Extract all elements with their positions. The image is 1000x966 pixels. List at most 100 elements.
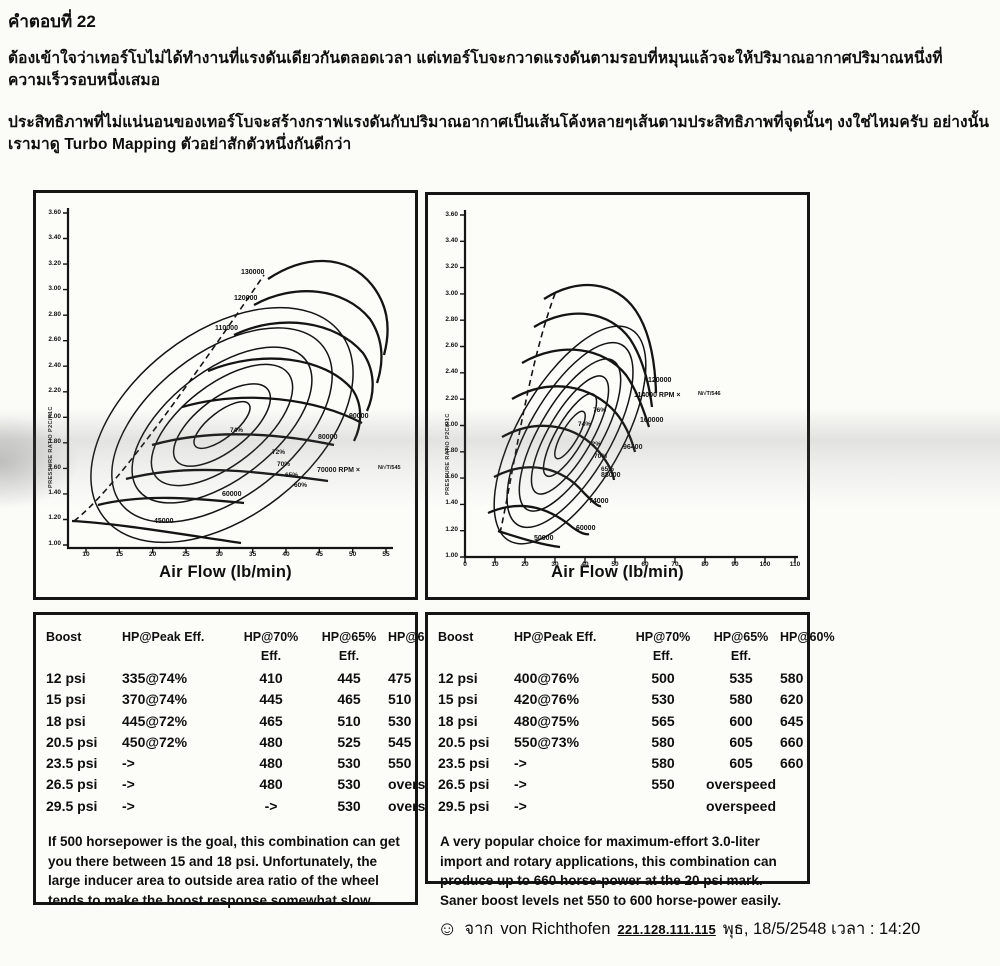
table-cell: 18 psi [46, 712, 86, 729]
tick-label: 3.00 [445, 289, 458, 297]
tick-label: 2.20 [48, 387, 61, 395]
table-note: If 500 horsepower is the goal, this comb… [48, 833, 400, 908]
tick-label: 1.20 [445, 525, 458, 533]
table-row: 15 psi 420@76% 530 580 620 [438, 689, 803, 710]
table-cell: 605 [729, 755, 753, 772]
table-cell: 26.5 psi [46, 776, 98, 793]
efficiency-label: 65% [601, 466, 615, 473]
y-axis-tick-labels: 3.60 3.40 3.20 3.00 2.80 2.60 2.40 2.20 2.00 1.80… [40, 209, 61, 547]
table-cell: 580 [651, 733, 675, 750]
y-axis-title: PRESSURE RATIO P2C/P1C [445, 413, 451, 495]
table-row: 12 psi 400@76% 500 535 580 [438, 668, 803, 689]
tick-label: 2.40 [48, 361, 61, 369]
speed-label: 60000 [222, 491, 242, 498]
footer-datetime: พุธ, 18/5/2548 เวลา : 14:20 [722, 920, 921, 938]
table-cell: 580 [780, 670, 804, 686]
table-cell: 550 [388, 755, 412, 772]
efficiency-label: 60% [294, 482, 308, 489]
table-row: 26.5 psi -> 550 overspeed [438, 774, 799, 795]
table-cell: 530 [651, 691, 675, 708]
tick-label: 30 [551, 561, 559, 568]
table-cell: -> [122, 797, 135, 814]
tick-label: 60 [641, 561, 649, 568]
footer-from-label: จาก [464, 920, 494, 938]
table-row: 15 psi 370@74% 445 465 510 [46, 689, 411, 710]
table-row: 26.5 psi -> 480 530 overspeed [46, 774, 458, 795]
table-cell: 660 [780, 733, 804, 750]
table-cell: 550 [651, 776, 675, 793]
tick-label: 1.00 [445, 551, 458, 559]
table-cell: 530 [337, 797, 361, 814]
tick-label: 30 [215, 551, 223, 558]
tick-label: 10 [491, 561, 499, 568]
column-header: HP@65% Eff. [713, 630, 769, 663]
speed-label: 45000 [154, 518, 174, 525]
table-cell: 465 [337, 691, 361, 708]
tick-label: 45 [315, 551, 323, 558]
speed-lines [71, 259, 389, 545]
tick-label: 3.00 [48, 285, 61, 293]
efficiency-label: 65% [285, 472, 299, 479]
x-axis-tick-labels: 10 15 20 25 30 35 40 45 50 55 [78, 551, 394, 558]
tick-label: 2.60 [48, 336, 61, 344]
speed-formula-label: N/√T/545 [378, 465, 401, 471]
table-cell [780, 796, 799, 817]
tick-label: 40 [581, 561, 589, 568]
table-cell: 335@74% [122, 670, 188, 686]
tick-label: 1.80 [445, 446, 458, 454]
table-cell: 20.5 psi [438, 733, 490, 750]
tick-label: 1.60 [48, 463, 61, 471]
table-cell: 510 [337, 712, 361, 729]
tick-label: 1.40 [445, 499, 458, 507]
speed-label: 120000 [648, 377, 672, 384]
speed-label: 110000 [215, 325, 238, 332]
efficiency-label: 72% [272, 449, 286, 456]
tick-label: 25 [182, 551, 190, 558]
tick-label: 1.80 [48, 438, 61, 446]
column-header: HP@Peak Eff. [122, 630, 205, 644]
table-cell: 530 [337, 755, 361, 772]
compressor-map-right: 3.60 3.40 3.20 3.00 2.80 2.60 2.40 2.20 2.00 1.80… [425, 192, 810, 600]
compressor-map-right-plot [460, 210, 798, 563]
table-cell: 660 [780, 755, 804, 772]
tick-label: 2.40 [445, 368, 458, 376]
speed-label: 90000 [349, 413, 369, 420]
table-cell: -> [122, 755, 135, 772]
smiley-icon: ☺ [437, 918, 458, 940]
tick-label: 20 [149, 551, 157, 558]
tick-label: 90 [731, 561, 739, 568]
y-axis-title: PRESSURE RATIO P2C/P1C [48, 406, 54, 488]
column-header: HP@70% Eff. [243, 630, 299, 663]
table-cell: 480 [259, 755, 283, 772]
column-header: Boost [46, 630, 82, 644]
tick-label: 20 [521, 561, 529, 568]
table-cell: 445 [259, 691, 283, 708]
table-cell: 445@72% [122, 712, 188, 729]
table-cell: -> [514, 797, 527, 814]
speed-formula-label: N/√T/546 [698, 391, 721, 397]
speed-label: 100000 [640, 417, 664, 424]
tick-label: 1.60 [445, 473, 458, 481]
table-cell: 480 [259, 776, 283, 793]
table-cell: overspeed [705, 797, 777, 814]
table-row: 12 psi 335@74% 410 445 475 [46, 668, 411, 689]
x-axis-title: Air Flow (lb/min) [159, 563, 292, 581]
table-cell: 23.5 psi [46, 755, 98, 772]
tick-label: 35 [249, 551, 257, 558]
table-header-row: Boost HP@Peak Eff. HP@70% Eff. HP@65% Eff. H… [438, 628, 835, 666]
table-cell: 500 [651, 670, 675, 686]
tick-label: 50 [349, 551, 357, 558]
tick-label: 3.40 [445, 237, 458, 245]
table-cell: 550@73% [514, 733, 580, 750]
tick-label: 3.60 [48, 209, 61, 216]
table-row: 29.5 psi -> overspeed [438, 796, 799, 817]
speed-label: 114000 RPM × [634, 392, 681, 399]
table-cell: 535 [729, 670, 753, 686]
table-cell: 580 [729, 691, 753, 708]
table-row: 20.5 psi 550@73% 580 605 660 [438, 732, 803, 753]
column-header: HP@Peak Eff. [514, 630, 597, 644]
table-cell: 645 [780, 712, 804, 729]
tick-label: 110 [789, 561, 801, 568]
table-cell: 12 psi [438, 670, 478, 686]
